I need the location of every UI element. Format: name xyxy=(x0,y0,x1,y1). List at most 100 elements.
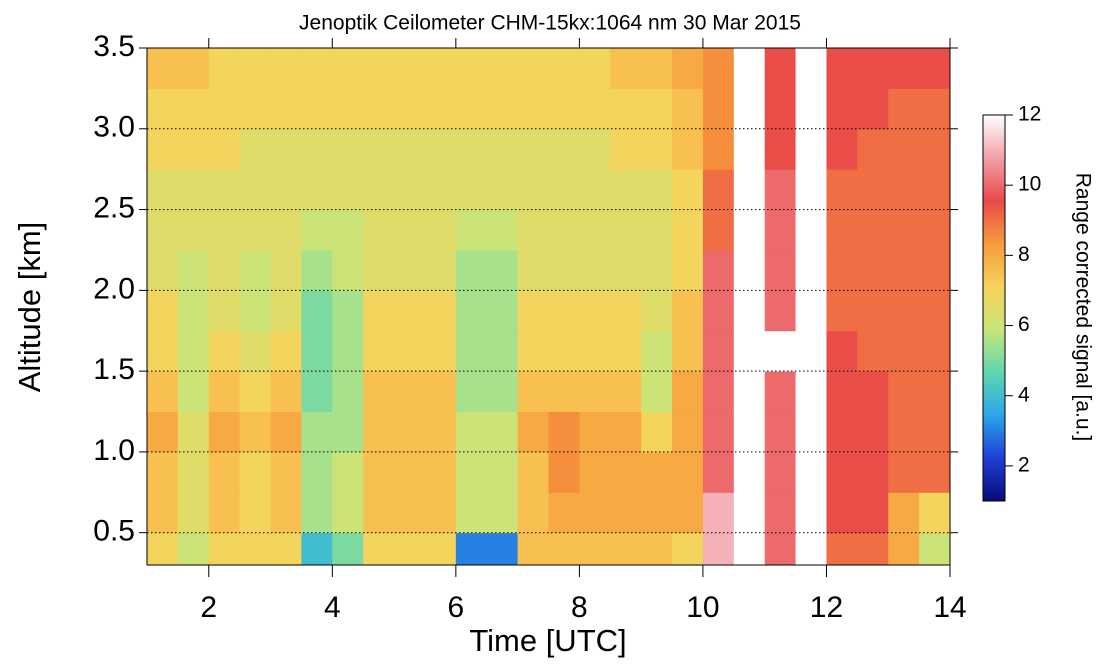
heat-cell xyxy=(888,48,920,89)
heat-cell xyxy=(239,249,272,291)
heat-cell xyxy=(394,249,426,291)
heat-cell xyxy=(579,290,611,332)
heat-cell xyxy=(610,330,642,372)
heat-cell xyxy=(239,411,272,453)
heat-cell xyxy=(177,532,210,566)
heat-cell xyxy=(641,88,673,130)
heat-cell xyxy=(733,88,766,130)
heat-cell xyxy=(919,48,951,89)
heat-cell xyxy=(702,492,735,534)
heat-cell xyxy=(610,48,642,89)
heat-cell xyxy=(548,169,580,211)
heat-cell xyxy=(147,128,179,170)
heat-cell xyxy=(548,128,580,170)
heat-cell xyxy=(332,411,364,453)
heat-cell xyxy=(857,128,889,170)
heat-cell xyxy=(208,451,241,493)
heat-cell xyxy=(147,492,179,534)
colorbar xyxy=(982,114,1006,502)
heat-cell xyxy=(826,492,858,534)
heat-cell xyxy=(363,48,395,89)
heat-cell xyxy=(239,371,272,413)
heat-cell xyxy=(548,48,580,89)
y-tick-label: 0.5 xyxy=(93,515,135,548)
heat-cell xyxy=(147,48,179,89)
heat-cell xyxy=(486,209,519,251)
x-tick-label: 2 xyxy=(200,591,217,624)
heat-cell xyxy=(641,492,673,534)
heat-cell xyxy=(579,492,611,534)
heat-cell xyxy=(486,169,519,211)
overlay: 0.5 1.0 1.5 2.0 2.5 3.0 3.5 2 4 6 8 10 12 14 2 4 6 8 10 12 xyxy=(93,30,1041,624)
heat-cell xyxy=(919,249,951,291)
heat-cell xyxy=(610,290,642,332)
heat-cell xyxy=(208,128,241,170)
heat-cell xyxy=(641,451,673,493)
heat-cell xyxy=(208,249,241,291)
heat-cell xyxy=(888,128,920,170)
heat-cell xyxy=(301,451,333,493)
heat-cell xyxy=(764,451,797,493)
heat-cell xyxy=(857,532,889,566)
heat-cell xyxy=(733,290,766,332)
heat-cell xyxy=(424,411,457,453)
heat-cell xyxy=(919,209,951,251)
heat-cell xyxy=(301,169,333,211)
heat-cell xyxy=(579,88,611,130)
heat-cell xyxy=(177,330,210,372)
heat-cell xyxy=(239,290,272,332)
heat-cell xyxy=(270,371,302,413)
y-axis-label: Altitude [km] xyxy=(12,222,47,393)
heat-cell xyxy=(486,330,519,372)
heat-cell xyxy=(702,532,735,566)
heat-cell xyxy=(455,209,488,251)
heat-cell xyxy=(208,88,241,130)
heat-cell xyxy=(888,169,920,211)
heat-cell xyxy=(548,371,580,413)
heat-cell xyxy=(919,451,951,493)
heat-cell xyxy=(177,411,210,453)
heat-cell xyxy=(610,411,642,453)
heat-cell xyxy=(672,411,704,453)
heat-cell xyxy=(795,48,827,89)
heat-cell xyxy=(424,209,457,251)
heat-cell xyxy=(733,249,766,291)
heat-cell xyxy=(579,411,611,453)
heat-cell xyxy=(301,330,333,372)
heat-cell xyxy=(579,330,611,372)
x-tick-label: 10 xyxy=(686,591,719,624)
heat-cell xyxy=(888,290,920,332)
heat-cell xyxy=(486,128,519,170)
heat-cell xyxy=(857,330,889,372)
heat-cell xyxy=(919,492,951,534)
heat-cell xyxy=(239,48,272,89)
heat-cell xyxy=(332,451,364,493)
heat-cell xyxy=(301,371,333,413)
heat-cell xyxy=(548,330,580,372)
heat-cell xyxy=(486,88,519,130)
heat-cell xyxy=(363,371,395,413)
heat-cell xyxy=(486,492,519,534)
heat-cell xyxy=(239,209,272,251)
chart-title: Jenoptik Ceilometer CHM-15kx:1064 nm 30 … xyxy=(299,12,801,35)
heat-cell xyxy=(672,532,704,566)
heat-cell xyxy=(919,128,951,170)
heat-cell xyxy=(888,532,920,566)
heat-cell xyxy=(147,532,179,566)
heat-cell xyxy=(826,371,858,413)
heat-cell xyxy=(548,290,580,332)
heat-cell xyxy=(270,411,302,453)
heat-cell xyxy=(672,290,704,332)
heat-cell xyxy=(826,290,858,332)
heat-cell xyxy=(795,88,827,130)
heat-cell xyxy=(363,290,395,332)
heat-cell xyxy=(332,330,364,372)
heat-cell xyxy=(919,371,951,413)
heat-cell xyxy=(177,371,210,413)
heat-cell xyxy=(919,88,951,130)
colorbar-tick-label: 2 xyxy=(1018,453,1030,476)
x-tick-label: 4 xyxy=(324,591,341,624)
heat-cell xyxy=(579,128,611,170)
plot-frame xyxy=(146,47,951,566)
heat-cell xyxy=(332,492,364,534)
